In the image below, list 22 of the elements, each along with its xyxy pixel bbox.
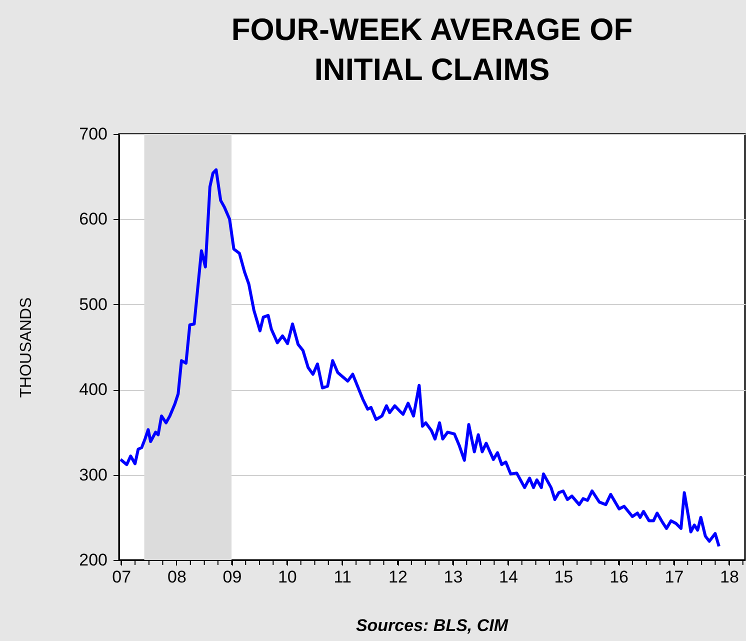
y-axis-title: THOUSANDS [18, 297, 36, 398]
line-series [119, 168, 720, 548]
x-tick-label: 14 [498, 568, 518, 586]
x-tick-label: 07 [112, 568, 132, 586]
y-tick-label: 400 [79, 380, 108, 400]
y-tick-label: 200 [79, 550, 108, 570]
y-tick-label: 600 [79, 210, 108, 229]
x-tick-label: 13 [444, 568, 463, 586]
x-tick-label: 15 [554, 568, 574, 586]
x-tick-label: 09 [222, 568, 242, 586]
x-tick-label: 11 [334, 568, 352, 586]
y-tick-label: 300 [79, 465, 108, 484]
y-tick-label: 500 [79, 294, 108, 314]
source-note: Sources: BLS, CIM [356, 616, 509, 635]
y-tick-label: 700 [79, 124, 108, 144]
x-tick-label: 10 [278, 568, 297, 586]
x-tick-label: 12 [388, 568, 408, 586]
chart-title: FOUR-WEEK AVERAGE OF INITIAL CLAIMS [231, 12, 633, 87]
x-tick-label: 17 [664, 568, 684, 586]
x-tick-label: 18 [720, 568, 739, 586]
x-tick-label: 08 [168, 568, 186, 586]
x-tick-label: 16 [610, 568, 628, 586]
